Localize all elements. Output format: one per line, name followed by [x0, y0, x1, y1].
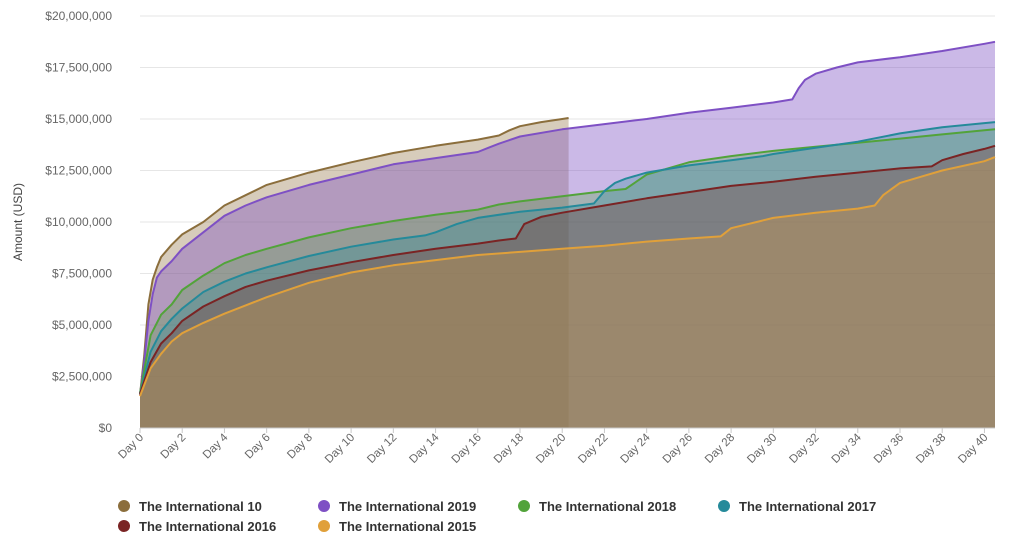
legend-item[interactable]: The International 2019	[318, 499, 476, 514]
legend-label: The International 10	[139, 499, 262, 514]
y-tick-label: $20,000,000	[45, 9, 112, 23]
x-tick-label: Day 20	[534, 432, 568, 466]
x-tick-label: Day 34	[830, 431, 865, 466]
x-tick-label: Day 36	[872, 432, 906, 466]
legend-label: The International 2015	[339, 519, 476, 534]
series-area-1	[140, 41, 995, 429]
y-tick-label: $7,500,000	[52, 267, 112, 281]
y-tick-label: $15,000,000	[45, 112, 112, 126]
x-tick-label: Day 30	[745, 432, 779, 466]
legend-label: The International 2018	[539, 499, 676, 514]
legend-item[interactable]: The International 2016	[118, 519, 276, 534]
legend-marker	[318, 500, 330, 512]
y-tick-label: $2,500,000	[52, 370, 112, 384]
x-tick-label: Day 28	[703, 432, 737, 466]
x-tick-label: Day 6	[243, 432, 273, 462]
x-tick-label: Day 26	[661, 432, 695, 466]
series-line-0	[139, 117, 569, 396]
x-tick-label: Day 12	[365, 432, 399, 466]
legend-marker	[118, 500, 130, 512]
y-tick-label: $10,000,000	[45, 215, 112, 229]
legend-item[interactable]: The International 10	[118, 499, 262, 514]
x-tick-label: Day 0	[116, 432, 146, 462]
legend-item[interactable]: The International 2018	[518, 499, 676, 514]
x-tick-label: Day 4	[201, 431, 231, 461]
legend: The International 10 The International 20…	[118, 499, 876, 534]
x-tick-label: Day 24	[619, 431, 654, 466]
y-axis-ticks: $0 $2,500,000 $5,000,000 $7,500,000 $10,000,…	[45, 9, 112, 435]
x-tick-label: Day 10	[323, 432, 357, 466]
y-axis-label: Amount (USD)	[11, 183, 25, 261]
series-line-5	[139, 156, 996, 397]
legend-label: The International 2017	[739, 499, 876, 514]
x-tick-label: Day 16	[450, 432, 484, 466]
x-tick-label: Day 22	[576, 432, 610, 466]
x-tick-label: Day 38	[914, 432, 948, 466]
legend-marker	[518, 500, 530, 512]
legend-label: The International 2019	[339, 499, 476, 514]
legend-label: The International 2016	[139, 519, 276, 534]
y-tick-label: $12,500,000	[45, 164, 112, 178]
y-tick-label: $0	[99, 421, 113, 435]
legend-item[interactable]: The International 2017	[718, 499, 876, 514]
x-axis-ticks: Day 0 Day 2 Day 4 Day 6 Day 8 Day 10 Day 12 Day…	[116, 428, 991, 466]
grid-lines	[140, 15, 995, 429]
series-area-3	[140, 122, 995, 428]
x-tick-label: Day 8	[285, 432, 315, 462]
series-lines	[139, 40, 996, 397]
series-areas	[140, 41, 995, 429]
legend-marker	[318, 520, 330, 532]
x-tick-label: Day 40	[956, 432, 990, 466]
y-tick-label: $5,000,000	[52, 318, 112, 332]
x-tick-label: Day 32	[787, 432, 821, 466]
series-area-5	[140, 157, 995, 428]
series-line-4	[139, 144, 996, 395]
series-line-3	[139, 121, 996, 395]
legend-marker	[718, 500, 730, 512]
series-line-1	[139, 40, 996, 396]
series-area-2	[140, 129, 995, 429]
x-tick-label: Day 18	[492, 432, 526, 466]
legend-item[interactable]: The International 2015	[318, 519, 476, 534]
legend-marker	[118, 520, 130, 532]
x-tick-label: Day 14	[407, 431, 442, 466]
x-tick-label: Day 2	[159, 432, 189, 462]
y-tick-label: $17,500,000	[45, 61, 112, 75]
